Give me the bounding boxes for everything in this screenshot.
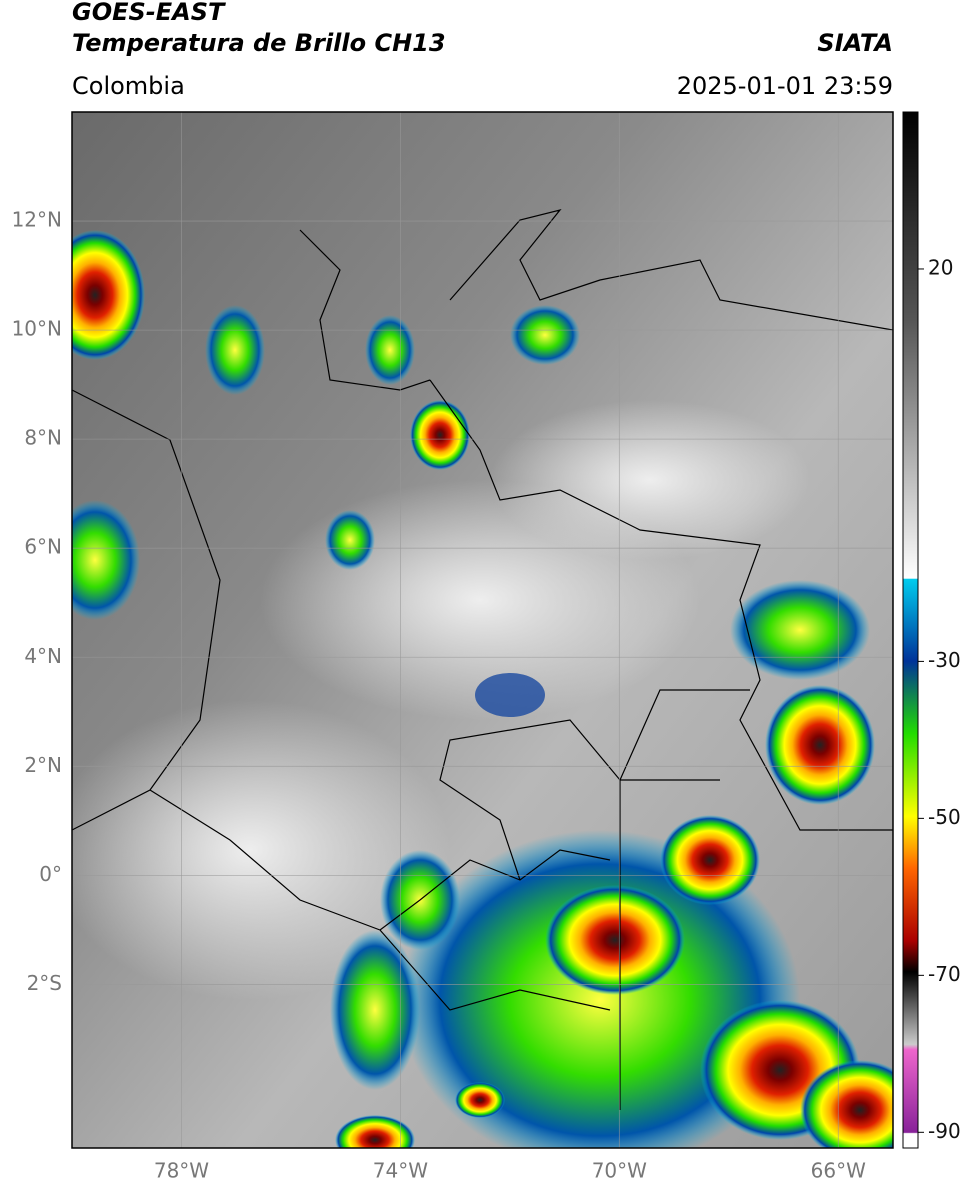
colorbar-tick-label: -70 [928, 962, 961, 986]
source: SIATA [817, 29, 893, 57]
colorbar [902, 111, 919, 1149]
lat-tick-label: 12°N [12, 208, 62, 232]
colorbar-tick-label: -90 [928, 1119, 961, 1143]
lon-tick-label: 78°W [154, 1159, 209, 1183]
colorbar-tick-label: -50 [928, 805, 961, 829]
lat-tick-label: 2°N [24, 753, 62, 777]
lat-tick-label: 10°N [12, 317, 62, 341]
lon-tick-label: 70°W [592, 1159, 647, 1183]
colorbar-tick-label: 20 [928, 255, 953, 279]
map-frame [71, 111, 894, 1149]
lat-tick-label: 6°N [24, 535, 62, 559]
datetime: 2025-01-01 23:59 [677, 72, 893, 100]
lat-tick-label: 0° [39, 862, 62, 886]
colorbar-tick-label: -30 [928, 648, 961, 672]
subtitle: Temperatura de Brillo CH13 [72, 29, 446, 57]
satellite-image [72, 112, 893, 1148]
title: GOES-EAST [72, 0, 226, 26]
region: Colombia [72, 72, 185, 100]
lat-tick-label: 4°N [24, 644, 62, 668]
lon-tick-label: 66°W [811, 1159, 866, 1183]
graticule [72, 112, 893, 1148]
lon-tick-label: 74°W [373, 1159, 428, 1183]
lat-tick-label: 2°S [27, 971, 62, 995]
lat-tick-label: 8°N [24, 426, 62, 450]
